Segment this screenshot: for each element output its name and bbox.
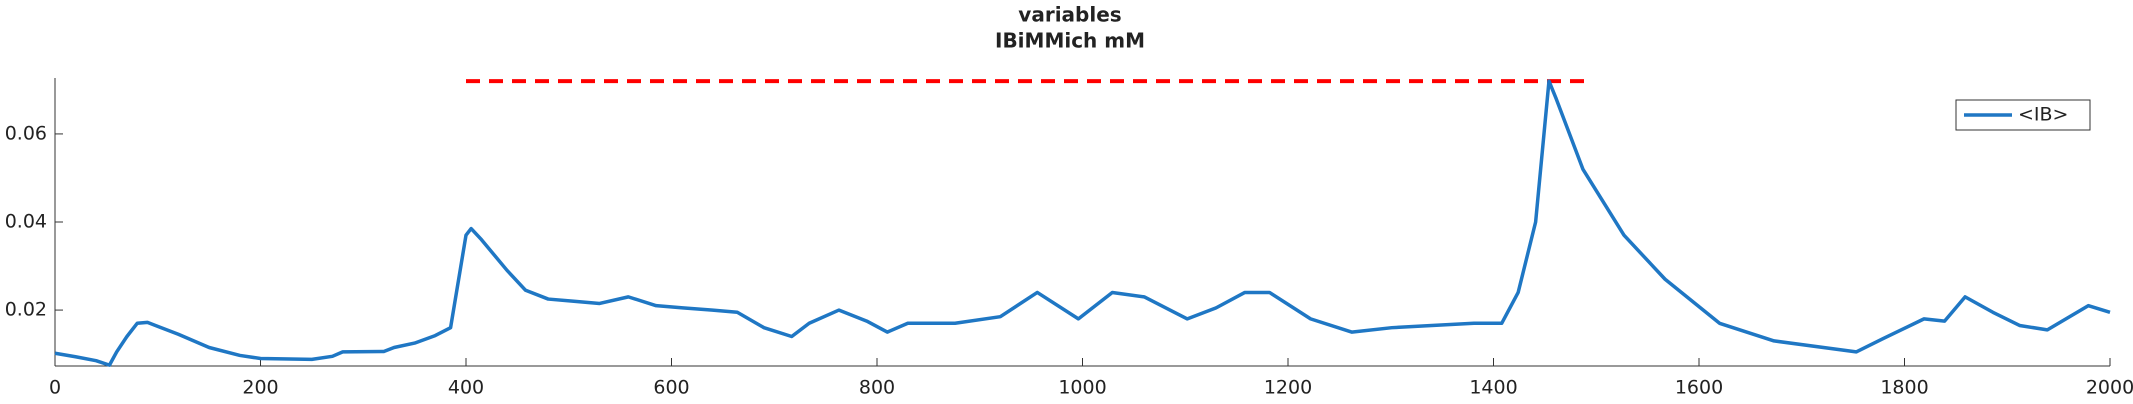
x-tick-label: 2000 — [2086, 377, 2133, 399]
x-tick-label: 1200 — [1264, 377, 1312, 399]
y-tick-label: 0.04 — [5, 211, 47, 233]
x-tick-label: 800 — [859, 377, 895, 399]
x-tick-label: 1000 — [1058, 377, 1106, 399]
y-tick-label: 0.02 — [5, 299, 47, 321]
x-tick-label: 1800 — [1880, 377, 1928, 399]
x-tick-label: 600 — [653, 377, 689, 399]
x-tick-label: 0 — [49, 377, 61, 399]
x-tick-label: 400 — [448, 377, 484, 399]
chart-subtitle: IBiMMich mM — [995, 29, 1145, 53]
x-tick-label: 1600 — [1675, 377, 1723, 399]
y-tick-label: 0.06 — [5, 122, 47, 144]
x-tick-label: 1400 — [1469, 377, 1517, 399]
chart-title: variables — [1018, 3, 1121, 27]
legend-label: <IB> — [2018, 104, 2068, 126]
data-line — [54, 79, 2111, 367]
x-tick-label: 200 — [242, 377, 278, 399]
